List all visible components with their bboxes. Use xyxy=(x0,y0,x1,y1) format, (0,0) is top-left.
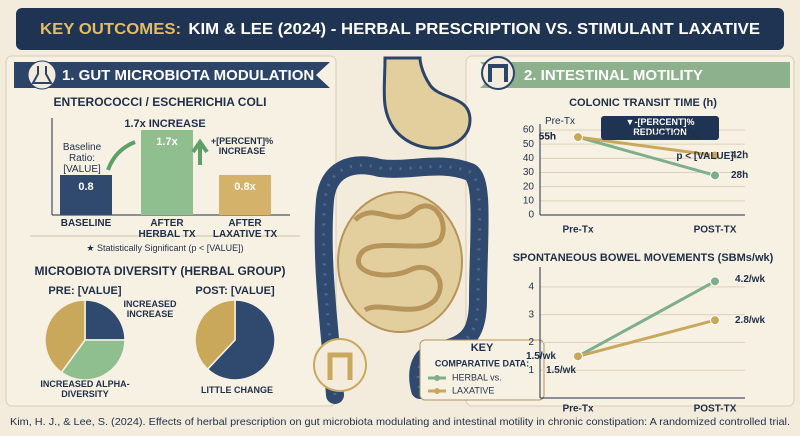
small-intestine xyxy=(337,191,463,333)
value-label: 0.8x xyxy=(234,181,256,193)
section-title: 2. INTESTINAL MOTILITY xyxy=(524,67,703,84)
value-label: 4.2/wk xyxy=(735,274,765,285)
chart-title: SPONTANEOUS BOWEL MOVEMENTS (SBMs/wk) xyxy=(513,252,774,264)
x-tick-label: POST-TX xyxy=(694,404,737,415)
value-label: 55h xyxy=(539,132,556,143)
x-tick-label: Pre-Tx xyxy=(562,404,594,415)
series-line xyxy=(577,318,716,358)
section-banner xyxy=(14,62,330,88)
citation: Kim, H. J., & Lee, S. (2024). Effects of… xyxy=(10,416,790,428)
key-swatch-dot xyxy=(434,388,440,394)
icon xyxy=(313,338,367,392)
annotation: (HERBAL TX) xyxy=(644,130,700,140)
point xyxy=(710,276,720,287)
x-tick-label: POST-TX xyxy=(694,225,737,236)
series-line xyxy=(577,135,716,177)
value-label: 55h xyxy=(539,132,556,143)
value-label: 42h xyxy=(731,150,748,161)
pie-title: PRE: [VALUE] xyxy=(48,285,121,297)
value-label: 1.5/wk xyxy=(526,351,556,362)
header-bar xyxy=(16,8,784,50)
y-tick-label: 2 xyxy=(528,337,534,348)
arrow xyxy=(191,138,209,165)
bar xyxy=(219,175,271,215)
pie-slice xyxy=(84,299,126,341)
pie-group-title: MICROBIOTA DIVERSITY (HERBAL GROUP) xyxy=(35,264,286,278)
stomach xyxy=(382,56,472,150)
icon xyxy=(481,56,515,90)
x-tick-label: Pre-Tx xyxy=(562,225,594,236)
key-swatch-dot xyxy=(434,375,440,381)
annotation: Baseline Ratio: [VALUE] xyxy=(62,142,102,175)
header-title: KEY OUTCOMES: KIM & LEE (2024) - HERBAL P… xyxy=(40,21,760,38)
annotation: +[PERCENT]% INCREASE xyxy=(210,136,274,156)
annotation: ▼-[PERCENT]% REDUCTION xyxy=(601,116,719,140)
bar xyxy=(60,175,112,215)
pie-title: POST: [VALUE] xyxy=(195,285,275,297)
y-tick-label: 1 xyxy=(528,365,534,376)
point xyxy=(710,150,720,161)
annotation: Pre-Tx xyxy=(545,116,575,127)
icon xyxy=(27,60,57,90)
value-label: 0.8 xyxy=(78,181,93,193)
arrow xyxy=(106,140,136,171)
chart-title: COLONIC TRANSIT TIME (h) xyxy=(569,97,717,109)
y-tick-label: 4 xyxy=(528,282,534,293)
point xyxy=(573,351,583,362)
icon xyxy=(488,64,508,82)
category-label: AFTER LAXATIVE TX xyxy=(212,218,278,240)
small-intestine-loops xyxy=(353,203,446,313)
annotation: INCREASED INCREASE xyxy=(123,299,177,319)
pie-slice xyxy=(60,339,126,381)
value-label: 2.8/wk xyxy=(735,315,765,326)
y-tick-label: 20 xyxy=(523,181,535,192)
annotation: 1.7x INCREASE xyxy=(124,118,206,130)
key-title: KEY xyxy=(471,342,494,354)
category-label: AFTER HERBAL TX xyxy=(138,218,196,240)
title-prefix: KEY OUTCOMES: xyxy=(40,21,181,38)
y-tick-label: 0 xyxy=(528,210,534,221)
point xyxy=(573,132,583,143)
annotation: INCREASED ALPHA-DIVERSITY xyxy=(40,379,130,399)
y-tick-label: 30 xyxy=(523,167,535,178)
y-tick-label: 50 xyxy=(523,139,535,150)
point xyxy=(710,315,720,326)
y-tick-label: 40 xyxy=(523,153,535,164)
pie-slice xyxy=(44,299,86,374)
pie-slice xyxy=(194,299,236,371)
section-title: 1. GUT MICROBIOTA MODULATION xyxy=(62,67,314,84)
y-tick-label: 10 xyxy=(523,195,535,206)
footnote: ★ Statistically Significant (p < [VALUE]… xyxy=(86,243,244,253)
category-label: BASELINE xyxy=(60,218,112,229)
annotation: LITTLE CHANGE xyxy=(201,385,273,395)
point xyxy=(710,170,720,181)
series-line xyxy=(577,135,716,157)
value-label: 28h xyxy=(731,170,748,181)
title-main: KIM & LEE (2024) - HERBAL PRESCRIPTION V… xyxy=(188,21,760,38)
pie-slice xyxy=(206,299,276,381)
key-label: HERBAL vs. xyxy=(452,372,502,382)
icon xyxy=(327,352,353,380)
section-banner xyxy=(480,62,790,88)
key-subtitle: COMPARATIVE DATA: xyxy=(435,358,529,368)
key-label: LAXATIVE xyxy=(452,385,494,395)
y-tick-label: 60 xyxy=(523,125,535,136)
value-label: 1.5/wk xyxy=(546,365,576,376)
series-line xyxy=(577,280,716,358)
bar xyxy=(141,130,193,215)
y-tick-label: 3 xyxy=(528,309,534,320)
annotation: p < [VALUE] xyxy=(676,151,734,162)
value-label: 1.7x xyxy=(156,136,178,148)
chart-title: ENTEROCOCCI / ESCHERICHIA COLI xyxy=(54,95,267,109)
icon xyxy=(31,66,53,84)
